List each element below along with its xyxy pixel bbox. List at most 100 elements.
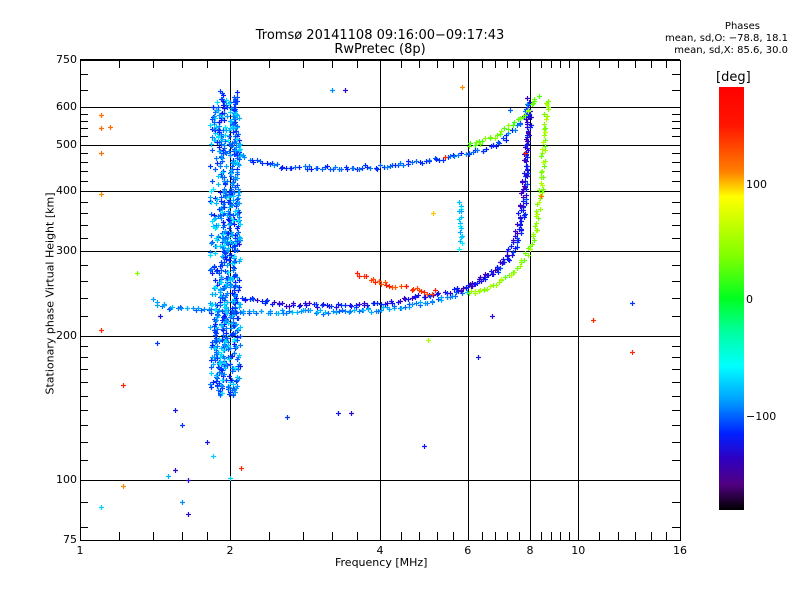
data-point (290, 310, 295, 315)
data-point (315, 310, 320, 315)
data-point (220, 254, 225, 259)
data-point (522, 158, 527, 163)
y-tick-label: 500 (56, 137, 77, 151)
data-point (365, 303, 370, 308)
data-point (357, 309, 362, 314)
data-point (630, 301, 635, 306)
data-point (238, 302, 243, 307)
data-point (224, 306, 229, 311)
data-point (318, 308, 323, 313)
data-point (222, 118, 227, 123)
data-point (227, 374, 232, 379)
data-point (591, 318, 596, 323)
data-point (237, 190, 242, 195)
data-point (326, 311, 331, 316)
data-point (630, 350, 635, 355)
data-point (314, 302, 319, 307)
data-point (467, 152, 472, 157)
data-point (229, 283, 234, 288)
data-point (232, 222, 237, 227)
y-tick-label: 600 (56, 99, 77, 113)
data-point (456, 153, 461, 158)
data-point (210, 148, 215, 153)
data-point (539, 194, 544, 199)
x-axis-label: Frequency [MHz] (335, 556, 428, 569)
data-point (230, 332, 235, 337)
data-point (343, 303, 348, 308)
data-point (473, 143, 478, 148)
data-point (236, 187, 241, 192)
data-point (212, 286, 217, 291)
data-point (406, 159, 411, 164)
data-point (504, 138, 509, 143)
data-point (237, 143, 242, 148)
data-point (220, 170, 225, 175)
data-point (233, 120, 238, 125)
data-point (231, 300, 236, 305)
data-point (221, 103, 226, 108)
data-point (545, 114, 550, 119)
data-point (230, 291, 235, 296)
data-point (225, 105, 230, 110)
data-point (219, 199, 224, 204)
chart-title: Tromsø 20141108 09:16:00−09:17:43 (255, 28, 505, 43)
data-point (272, 163, 277, 168)
data-point (475, 148, 480, 153)
data-point (209, 371, 214, 376)
data-point (509, 273, 514, 278)
data-point (422, 290, 427, 295)
data-point (209, 212, 214, 217)
data-point (230, 143, 235, 148)
data-point (225, 336, 230, 341)
data-point (222, 250, 227, 255)
data-point (211, 105, 216, 110)
data-point (297, 165, 302, 170)
data-point (213, 128, 218, 133)
data-point (399, 306, 404, 311)
data-point (543, 126, 548, 131)
data-point (379, 308, 384, 313)
data-point (459, 209, 464, 214)
data-point (216, 365, 221, 370)
data-point (523, 113, 528, 118)
data-point (517, 227, 522, 232)
data-point (223, 366, 228, 371)
data-point (360, 166, 365, 171)
data-point (509, 244, 514, 249)
data-point (214, 244, 219, 249)
data-point (250, 296, 255, 301)
data-point (334, 310, 339, 315)
data-point (544, 117, 549, 122)
data-point (259, 309, 264, 314)
data-point (220, 384, 225, 389)
data-point (235, 124, 240, 129)
data-point (491, 143, 496, 148)
x-tick-label: 2 (226, 544, 234, 557)
data-point (209, 311, 214, 316)
data-point (507, 258, 512, 263)
stats-heading: Phases (724, 21, 760, 32)
data-point (227, 357, 232, 362)
data-point (233, 100, 238, 105)
data-point (217, 271, 222, 276)
data-point (521, 187, 526, 192)
data-point (225, 363, 230, 368)
data-point (196, 306, 201, 311)
data-point (237, 376, 242, 381)
data-point (501, 136, 506, 141)
data-point (215, 313, 220, 318)
data-point (392, 304, 397, 309)
data-point (210, 117, 215, 122)
data-point (214, 236, 219, 241)
data-point (213, 216, 218, 221)
data-point (230, 306, 235, 311)
data-point (508, 108, 513, 113)
data-point (230, 160, 235, 165)
data-point (233, 346, 238, 351)
data-point (420, 161, 425, 166)
data-point (213, 226, 218, 231)
data-point (232, 337, 237, 342)
data-point (234, 129, 239, 134)
data-point (357, 167, 362, 172)
data-point (467, 144, 472, 149)
